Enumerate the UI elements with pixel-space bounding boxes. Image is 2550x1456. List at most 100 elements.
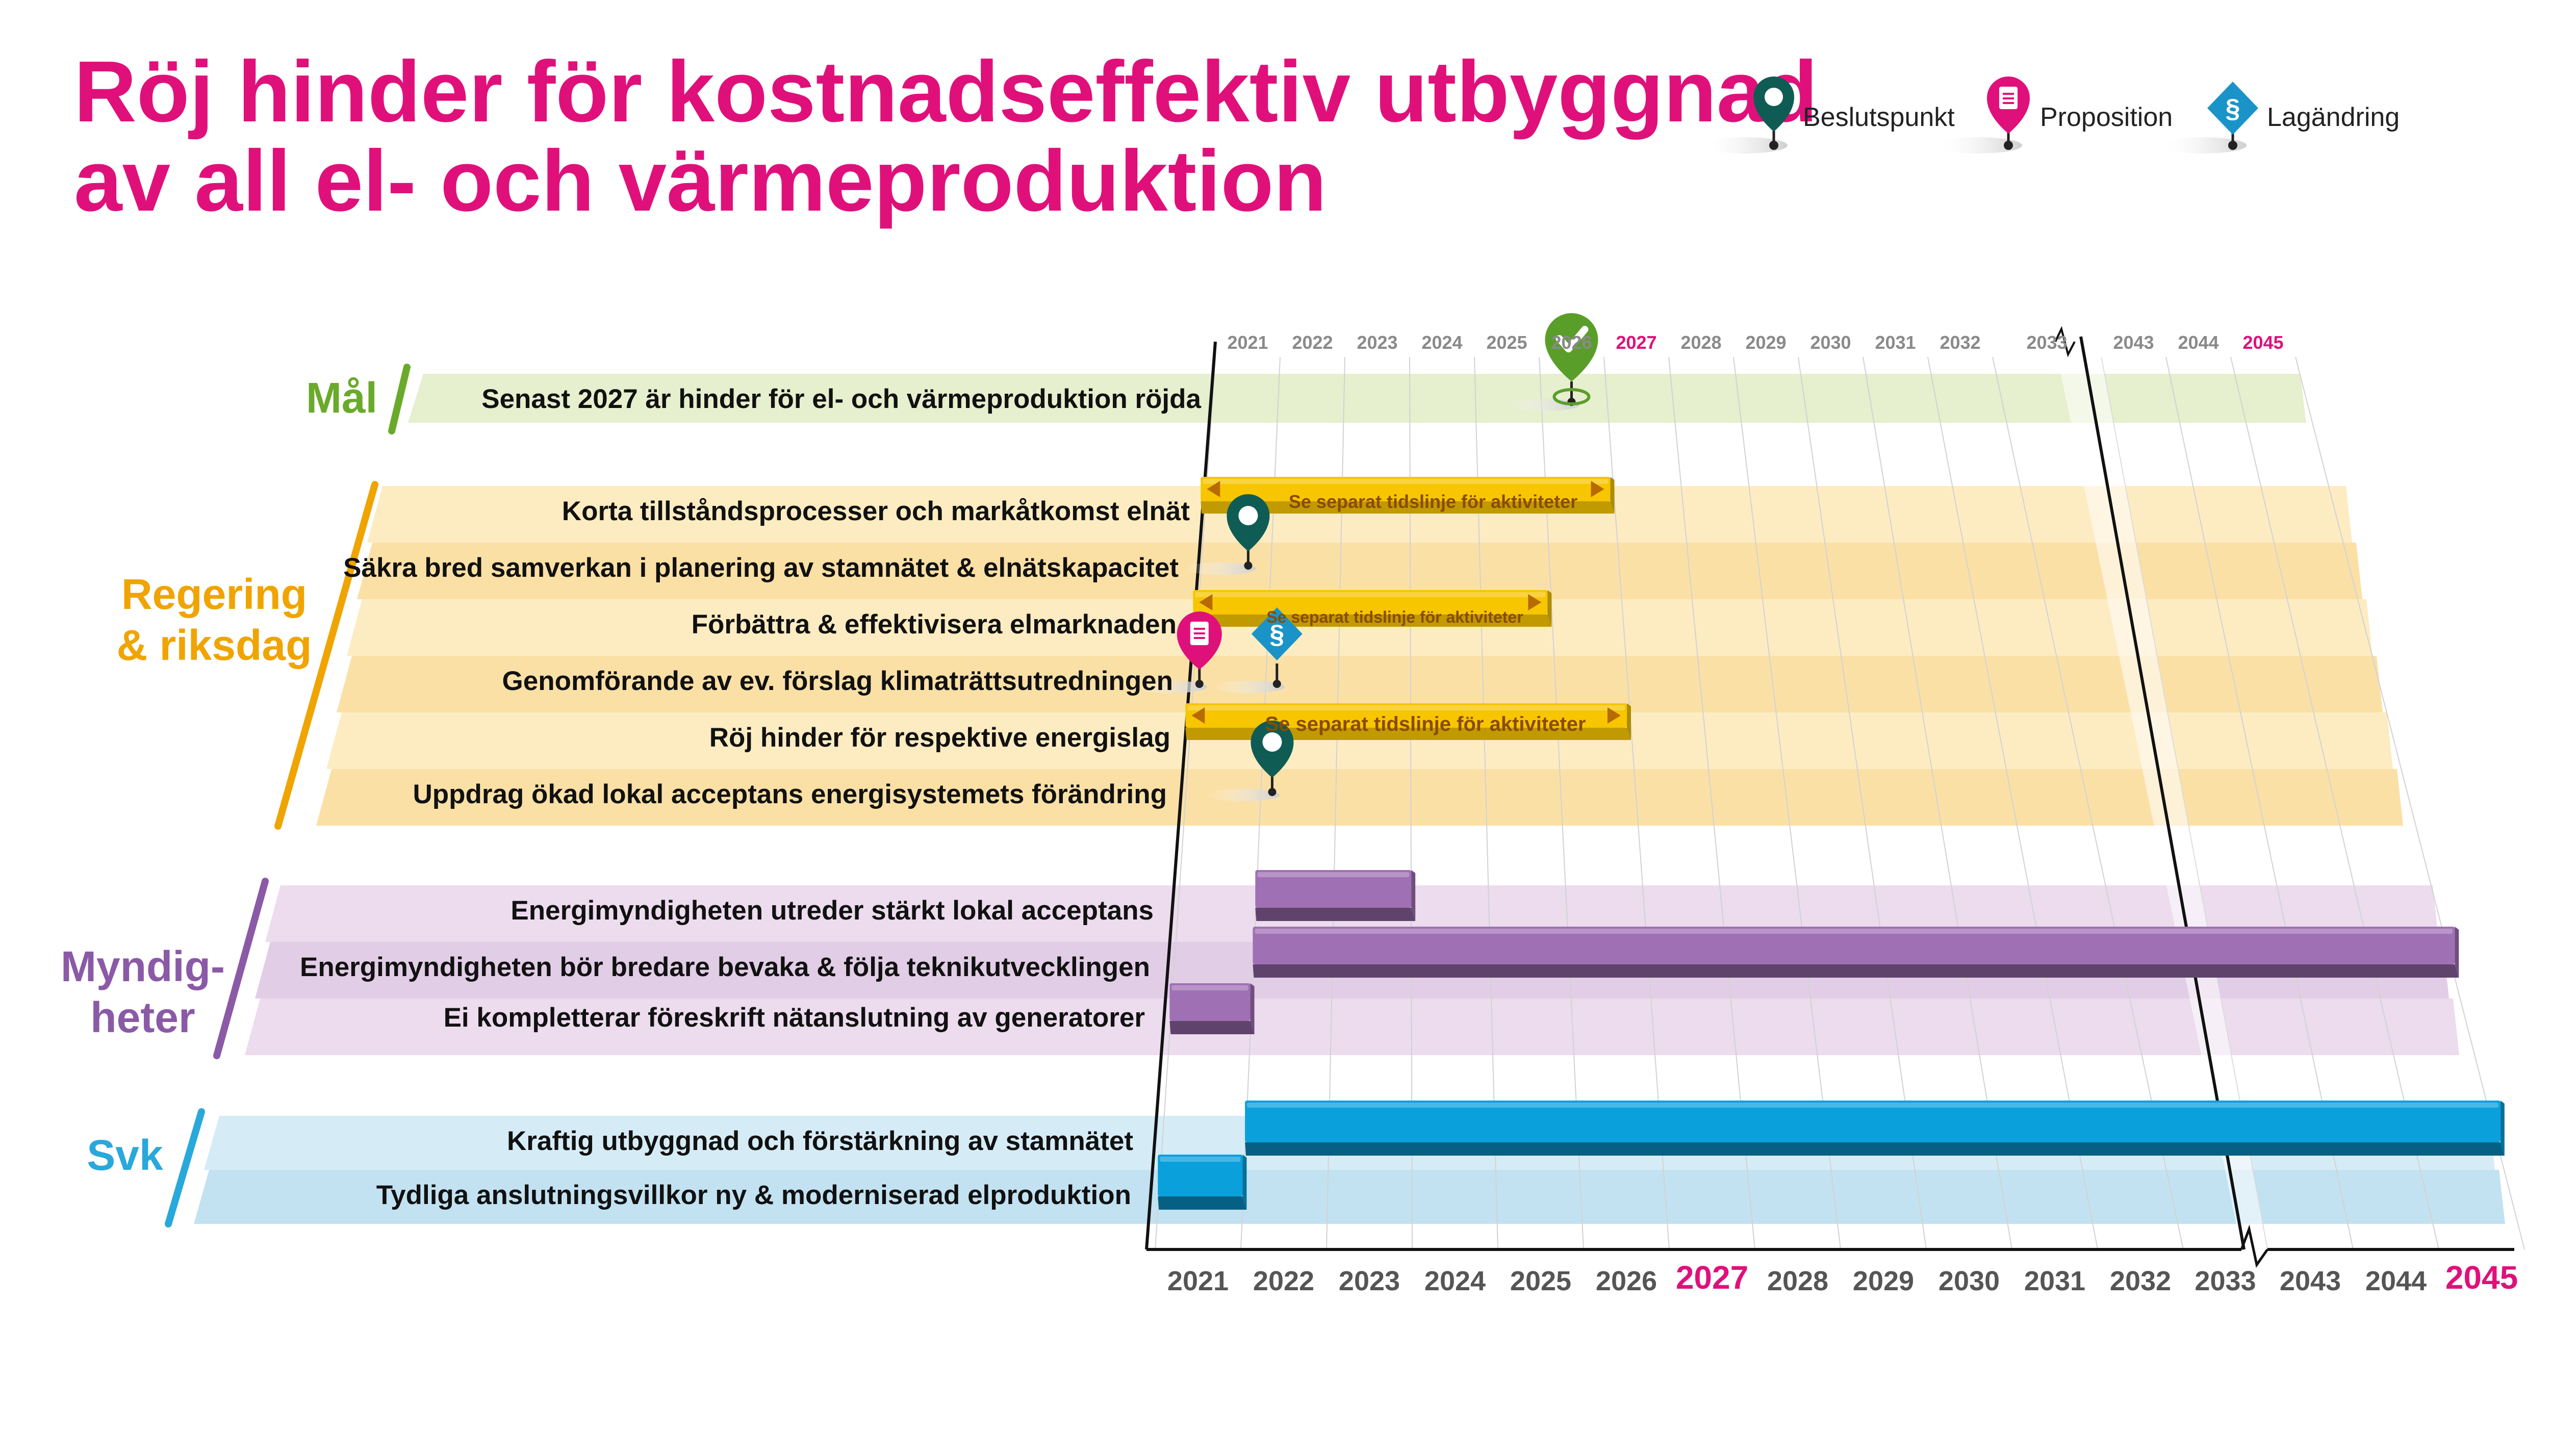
row-label-svk-stamnat: Kraftig utbyggnad och förstärkning av st… <box>507 1126 1133 1156</box>
goal-ring <box>1552 388 1591 405</box>
milestone-1 <box>1184 494 1270 575</box>
legend-label-proposition: Proposition <box>2040 103 2173 132</box>
group-label-myndigheter-line-2: heter <box>90 993 195 1041</box>
row-band-1 <box>367 486 2352 543</box>
activity-bar-face <box>1201 477 1611 501</box>
activity-bar-6 <box>1245 1101 2505 1156</box>
bar-caption-korta-tillstand: Se separat tidslinje för aktiviteter <box>1288 491 1578 512</box>
activity-bar-4 <box>1253 927 2459 978</box>
row-label-klimatratt: Genomförande av ev. förslag klimaträttsu… <box>502 666 1173 696</box>
group-bracket-3 <box>165 1108 205 1228</box>
pin-shadow <box>1213 681 1285 693</box>
row-band-3 <box>347 599 2373 656</box>
arrow-right-icon <box>1591 481 1604 497</box>
arrow-left-icon <box>1207 481 1220 497</box>
legend-proposition-icon <box>1935 76 2030 154</box>
group-label-regering: Regering & riksdag <box>87 569 342 671</box>
activity-bar-end <box>1411 870 1416 921</box>
row-band-11 <box>194 1170 2505 1224</box>
row-label-em-utreder: Energimyndigheten utreder stärkt lokal a… <box>511 896 1154 926</box>
legend-beslutspunkt-icon <box>1701 76 1794 154</box>
row-label-svk-anslutning: Tydliga anslutningsvillkor ny & modernis… <box>376 1180 1131 1210</box>
activity-bar-highlight <box>1187 705 1625 710</box>
activity-bar-depth <box>1245 1142 2505 1156</box>
activity-bar-depth <box>1169 1021 1255 1034</box>
activity-bar-highlight <box>1203 479 1609 484</box>
bar-caption-elmarknaden: Se separat tidslinje för aktiviteter <box>1266 608 1523 626</box>
row-label-elmarknaden: Förbättra & effektivisera elmarknaden <box>691 609 1177 640</box>
group-label-svk: Svk <box>87 1131 163 1179</box>
pin-hole <box>1262 732 1282 752</box>
activity-bar-end <box>2455 927 2459 978</box>
paragraph-glyph: § <box>1269 620 1284 649</box>
paragraph-icon <box>1251 607 1303 660</box>
activity-bar-highlight <box>1160 1157 1241 1162</box>
arrow-left-icon <box>1191 707 1205 724</box>
axis-break-line <box>2079 336 2246 1250</box>
activity-bar-depth <box>1253 964 2459 978</box>
pin-base <box>1244 561 1253 570</box>
arrow-right-icon <box>1607 707 1621 724</box>
pin-shadow <box>1184 563 1256 575</box>
group-bracket-0 <box>388 364 411 435</box>
activity-bar-face <box>1185 703 1627 728</box>
activity-bar-highlight <box>1255 929 2453 934</box>
activity-bar-end <box>1250 983 1255 1034</box>
activity-bar-face <box>1245 1101 2501 1142</box>
activity-bar-face <box>1193 590 1548 615</box>
pin-base <box>1272 680 1281 688</box>
row-label-em-bevaka: Energimyndigheten bör bredare bevaka & f… <box>299 952 1150 982</box>
activity-bar-end <box>1242 1155 1247 1210</box>
group-bracket-2 <box>213 878 269 1059</box>
milestone-2 <box>1135 611 1222 693</box>
milestone-0 <box>1508 313 1598 411</box>
activity-bar-end <box>1547 590 1552 627</box>
activity-bar-depth <box>1255 908 1416 921</box>
group-label-mal: Mål <box>305 374 378 422</box>
axis-break-zigzag <box>2240 1224 2269 1268</box>
check-mark <box>1556 326 1589 352</box>
legend-label-beslutspunkt: Beslutspunkt <box>1803 103 1955 132</box>
activity-bar-face <box>1158 1155 1243 1196</box>
activity-bar-depth <box>1158 1196 1247 1210</box>
arrow-left-icon <box>1199 594 1213 610</box>
arrow-right-icon <box>1528 594 1542 610</box>
activity-bar-end <box>2500 1101 2505 1156</box>
pin-base <box>1195 680 1204 688</box>
legend-lagandring-icon: § <box>2160 82 2258 154</box>
legend-label-lagandring: Lagändring <box>2267 103 2400 132</box>
activity-bar-highlight <box>1247 1103 2498 1108</box>
row-band-9 <box>245 999 2459 1055</box>
group-label-myndigheter: Myndig- heter <box>20 941 265 1043</box>
activity-bar-0 <box>1201 477 1615 514</box>
activity-bar-depth <box>1185 728 1631 740</box>
pin-hole <box>1238 506 1258 525</box>
activity-bar-highlight <box>1171 985 1248 990</box>
activity-bar-highlight <box>1257 872 1410 877</box>
row-band-2 <box>357 543 2362 599</box>
activity-bar-3 <box>1255 870 1416 921</box>
pin-shadow <box>1208 789 1280 801</box>
activity-bar-highlight <box>1195 592 1546 597</box>
group-label-myndigheter-line-1: Myndig- <box>61 942 225 990</box>
row-label-stamnat-samverkan: Säkra bred samverkan i planering av stam… <box>343 553 1179 583</box>
page-title-line-1: Röj hinder för kostnadseffektiv utbyggna… <box>74 43 1818 140</box>
activity-bar-depth <box>1201 501 1615 514</box>
page-title-line-2: av all el- och värmeproduktion <box>74 133 1327 229</box>
row-label-mal-goal: Senast 2027 är hinder för el- och värmep… <box>481 384 1201 414</box>
row-label-korta-tillstand: Korta tillståndsprocesser och markåtkoms… <box>562 496 1190 526</box>
activity-bar-face <box>1253 927 2455 964</box>
group-label-regering-line-1: Regering <box>121 570 308 618</box>
activity-bar-7 <box>1158 1155 1247 1210</box>
bar-caption-energislag: Se separat tidslinje för aktiviteter <box>1265 713 1586 735</box>
row-label-energislag: Röj hinder för respektive energislag <box>709 723 1170 753</box>
group-label-regering-line-2: & riksdag <box>116 621 312 669</box>
activity-bar-face <box>1255 870 1412 908</box>
milestone-3: § <box>1213 607 1303 693</box>
row-band-4 <box>337 656 2383 712</box>
group-bracket-1 <box>274 481 378 830</box>
row-band-5 <box>326 712 2393 769</box>
milestone-4 <box>1208 721 1294 801</box>
